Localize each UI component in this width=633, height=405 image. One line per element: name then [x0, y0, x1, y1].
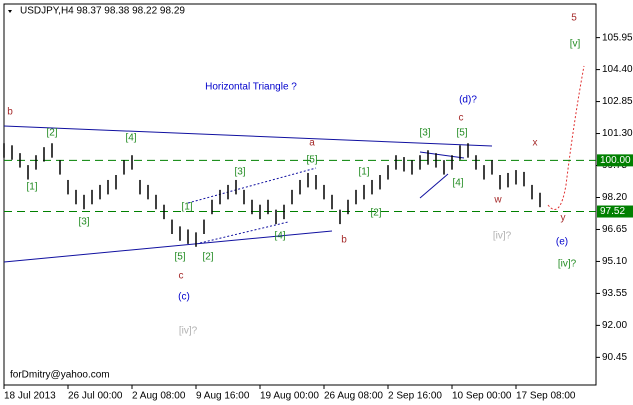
title-icon — [8, 10, 12, 13]
wave-label: [1] — [26, 182, 37, 193]
y-tick-label: 105.95 — [602, 32, 633, 43]
level-label: 100.00 — [600, 155, 631, 166]
wave-label: [5] — [456, 128, 467, 139]
x-tick-label: 2 Sep 16:00 — [388, 391, 442, 402]
wave-label: b — [341, 235, 347, 246]
chart-title: USDJPY,H4 98.37 98.38 98.22 98.29 — [20, 6, 185, 17]
x-tick-label: 2 Aug 08:00 — [132, 391, 186, 402]
x-tick-label: 26 Aug 08:00 — [324, 391, 383, 402]
y-tick-label: 95.10 — [602, 256, 627, 267]
wave-label: [iv]? — [493, 231, 512, 242]
x-tick-label: 26 Jul 00:00 — [68, 391, 123, 402]
wave-label: w — [493, 195, 502, 206]
trend-line — [419, 173, 449, 199]
wave-label: [4] — [274, 231, 285, 242]
y-tick-label: 102.85 — [602, 96, 633, 107]
wave-label: [5] — [174, 252, 185, 263]
x-tick-label: 19 Aug 00:00 — [260, 391, 319, 402]
y-tick-label: 92.00 — [602, 320, 627, 331]
wave-label: [1] — [358, 167, 369, 178]
y-tick-label: 96.65 — [602, 224, 627, 235]
trend-line — [3, 230, 333, 263]
trend-line — [3, 125, 493, 147]
x-tick-label: 10 Sep 00:00 — [452, 391, 512, 402]
wave-label: [2] — [202, 252, 213, 263]
wave-label: c — [459, 113, 464, 124]
wave-label: 5 — [571, 13, 577, 24]
wave-label: (d)? — [459, 95, 477, 106]
y-tick-label: 98.20 — [602, 192, 627, 203]
wave-label: [iv]? — [558, 259, 577, 270]
level-box — [597, 205, 633, 218]
footer: forDmitry@yahoo.com — [10, 370, 110, 381]
wave-label: [1] — [181, 202, 192, 213]
wave-label: [iv]? — [179, 326, 198, 337]
wave-label: [4] — [125, 133, 136, 144]
y-tick-label: 101.30 — [602, 128, 633, 139]
wave-label: [4] — [452, 178, 463, 189]
y-tick-label: 93.55 — [602, 288, 627, 299]
wave-label: (c) — [178, 292, 190, 303]
wave-label: [2] — [370, 208, 381, 219]
projection — [547, 65, 585, 210]
level-box — [597, 154, 633, 167]
level-label: 97.52 — [600, 206, 625, 217]
wave-label: [3] — [234, 167, 245, 178]
wave-label: Horizontal Triangle ? — [205, 82, 297, 93]
wave-label: [v] — [570, 39, 581, 50]
y-tick-label: 104.40 — [602, 64, 633, 75]
y-tick-label: 90.45 — [602, 352, 627, 363]
plot-frame — [3, 3, 597, 386]
wave-label: y — [561, 213, 566, 224]
x-tick-label: 9 Aug 16:00 — [196, 391, 250, 402]
trend-line — [199, 221, 289, 244]
wave-label: (e) — [556, 237, 568, 248]
wave-label: [2] — [46, 128, 57, 139]
wave-label: [5] — [306, 155, 317, 166]
x-tick-label: 18 Jul 2013 — [4, 391, 56, 402]
wave-label: b — [7, 107, 13, 118]
x-tick-label: 17 Sep 08:00 — [516, 391, 576, 402]
wave-label: [3] — [419, 128, 430, 139]
trend-lines — [3, 125, 493, 263]
wave-label: a — [309, 138, 315, 149]
wave-label: c — [179, 271, 184, 282]
wave-label: [3] — [78, 217, 89, 228]
wave-label: x — [533, 138, 538, 149]
